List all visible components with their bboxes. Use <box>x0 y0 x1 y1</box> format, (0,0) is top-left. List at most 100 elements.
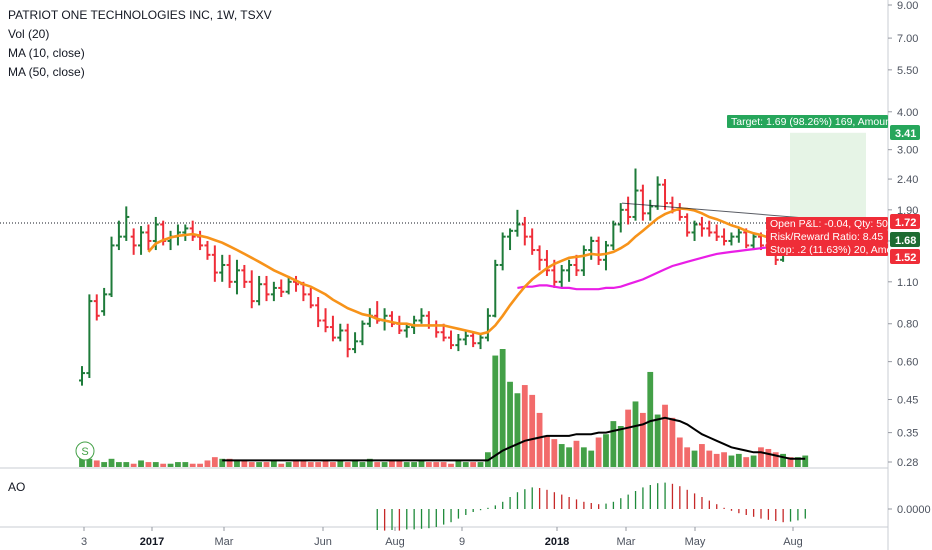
ohlc-bar[interactable] <box>625 196 632 225</box>
ohlc-bar[interactable] <box>706 220 713 237</box>
ohlc-bar[interactable] <box>507 228 514 251</box>
ohlc-bar[interactable] <box>182 224 189 241</box>
ohlc-bar[interactable] <box>307 287 314 309</box>
ohlc-bar[interactable] <box>639 184 646 221</box>
ohlc-bar[interactable] <box>197 230 204 251</box>
ohlc-bar[interactable] <box>492 259 499 318</box>
position-stop-label[interactable]: Stop: .2 (11.63%) 20, Amount <box>766 243 907 256</box>
ohlc-bar[interactable] <box>115 220 122 251</box>
ohlc-bar[interactable] <box>477 334 484 350</box>
ohlc-bar[interactable] <box>543 250 550 276</box>
ohlc-bar[interactable] <box>595 236 602 265</box>
volume-indicator-label[interactable]: Vol (20) <box>8 27 50 41</box>
ohlc-bar[interactable] <box>256 275 263 306</box>
position-target-zone[interactable] <box>790 132 866 223</box>
ohlc-bar[interactable] <box>337 323 344 342</box>
ohlc-bar[interactable] <box>403 323 410 338</box>
ohlc-bar[interactable] <box>359 320 366 346</box>
ohlc-bar[interactable] <box>580 245 587 276</box>
ohlc-bar[interactable] <box>211 245 218 282</box>
split-badge[interactable]: S <box>75 441 95 461</box>
ohlc-bar[interactable] <box>167 230 174 251</box>
price-badge: 3.41 <box>890 125 920 140</box>
ohlc-bar[interactable] <box>484 308 491 342</box>
ohlc-bar[interactable] <box>610 220 617 251</box>
ohlc-bar[interactable] <box>529 228 536 255</box>
ohlc-bar[interactable] <box>285 275 292 295</box>
ohlc-bar[interactable] <box>588 236 595 260</box>
ohlc-bar[interactable] <box>558 264 565 288</box>
ohlc-bar[interactable] <box>344 323 351 358</box>
position-target-label[interactable]: Target: 1.69 (98.26%) 169, Amoun <box>727 115 891 128</box>
time-axis-tick-label: Aug <box>385 536 405 548</box>
ohlc-bar[interactable] <box>86 294 93 378</box>
ohlc-bar[interactable] <box>93 294 100 321</box>
ohlc-bar[interactable] <box>602 240 609 271</box>
ohlc-bar[interactable] <box>647 199 654 221</box>
ohlc-bar[interactable] <box>123 206 130 241</box>
ohlc-bar[interactable] <box>138 226 145 255</box>
ohlc-bar[interactable] <box>418 308 425 324</box>
ohlc-bar[interactable] <box>514 209 521 237</box>
ohlc-bar[interactable] <box>617 203 624 233</box>
ohlc-bar[interactable] <box>713 224 720 241</box>
position-risk-reward-label[interactable]: Risk/Reward Ratio: 8.45 <box>766 230 888 243</box>
ohlc-bar[interactable] <box>684 213 691 237</box>
ohlc-bar[interactable] <box>101 287 108 316</box>
volume-bar <box>285 462 292 467</box>
ohlc-bar[interactable] <box>455 334 462 352</box>
ohlc-bar[interactable] <box>521 216 528 246</box>
volume-bar <box>521 385 528 467</box>
ohlc-bar[interactable] <box>448 330 454 350</box>
ohlc-bar[interactable] <box>108 236 115 298</box>
ohlc-bar[interactable] <box>499 232 506 271</box>
symbol-title[interactable]: PATRIOT ONE TECHNOLOGIES INC, 1W, TSXV <box>8 8 272 22</box>
ohlc-bar[interactable] <box>278 279 285 298</box>
ohlc-bar[interactable] <box>79 366 85 386</box>
ohlc-bar[interactable] <box>248 270 255 309</box>
ohlc-bar[interactable] <box>241 264 248 288</box>
ohlc-bar[interactable] <box>632 168 639 221</box>
ohlc-bar[interactable] <box>728 232 735 246</box>
ohlc-bar[interactable] <box>189 220 196 241</box>
ohlc-bar[interactable] <box>226 254 233 288</box>
position-open-pnl-label[interactable]: Open P&L: -0.04, Qty: 50 <box>766 217 888 230</box>
ohlc-bar[interactable] <box>315 297 322 328</box>
ohlc-bar[interactable] <box>204 240 211 260</box>
ohlc-bar[interactable] <box>433 320 440 338</box>
ohlc-bar[interactable] <box>691 220 698 241</box>
ohlc-bar[interactable] <box>536 245 543 271</box>
ma10-line[interactable] <box>147 207 806 336</box>
price-axis-tick-label: 0.28 <box>897 457 918 469</box>
ohlc-bar[interactable] <box>735 228 742 243</box>
ohlc-bar[interactable] <box>329 315 336 342</box>
ohlc-bar[interactable] <box>388 311 395 328</box>
ao-histogram-bar <box>657 483 659 509</box>
ohlc-bar[interactable] <box>219 254 226 282</box>
ohlc-bar[interactable] <box>145 224 152 251</box>
ohlc-bar[interactable] <box>676 203 683 221</box>
ohlc-bar[interactable] <box>721 228 728 246</box>
time-axis-tick-label: Jun <box>314 536 332 548</box>
ohlc-bar[interactable] <box>352 332 359 354</box>
ohlc-bar[interactable] <box>462 330 469 346</box>
volume-bar <box>322 460 329 467</box>
ohlc-bar[interactable] <box>322 308 329 333</box>
ma50-line[interactable] <box>517 242 806 291</box>
ohlc-bar[interactable] <box>750 232 757 251</box>
ma50-indicator-label[interactable]: MA (50, close) <box>8 65 85 79</box>
ohlc-bar[interactable] <box>566 259 573 282</box>
ohlc-bar[interactable] <box>130 228 137 255</box>
ohlc-bar[interactable] <box>662 179 669 210</box>
volume-bar <box>241 460 248 467</box>
ohlc-bar[interactable] <box>654 176 661 210</box>
ohlc-bar[interactable] <box>698 216 705 237</box>
ohlc-bar[interactable] <box>573 254 580 276</box>
ohlc-bar[interactable] <box>470 332 477 348</box>
ma10-indicator-label[interactable]: MA (10, close) <box>8 46 85 60</box>
ohlc-bar[interactable] <box>263 275 270 302</box>
ohlc-bar[interactable] <box>270 281 277 302</box>
ohlc-bar[interactable] <box>233 259 240 295</box>
ao-indicator-label[interactable]: AO <box>8 480 26 494</box>
